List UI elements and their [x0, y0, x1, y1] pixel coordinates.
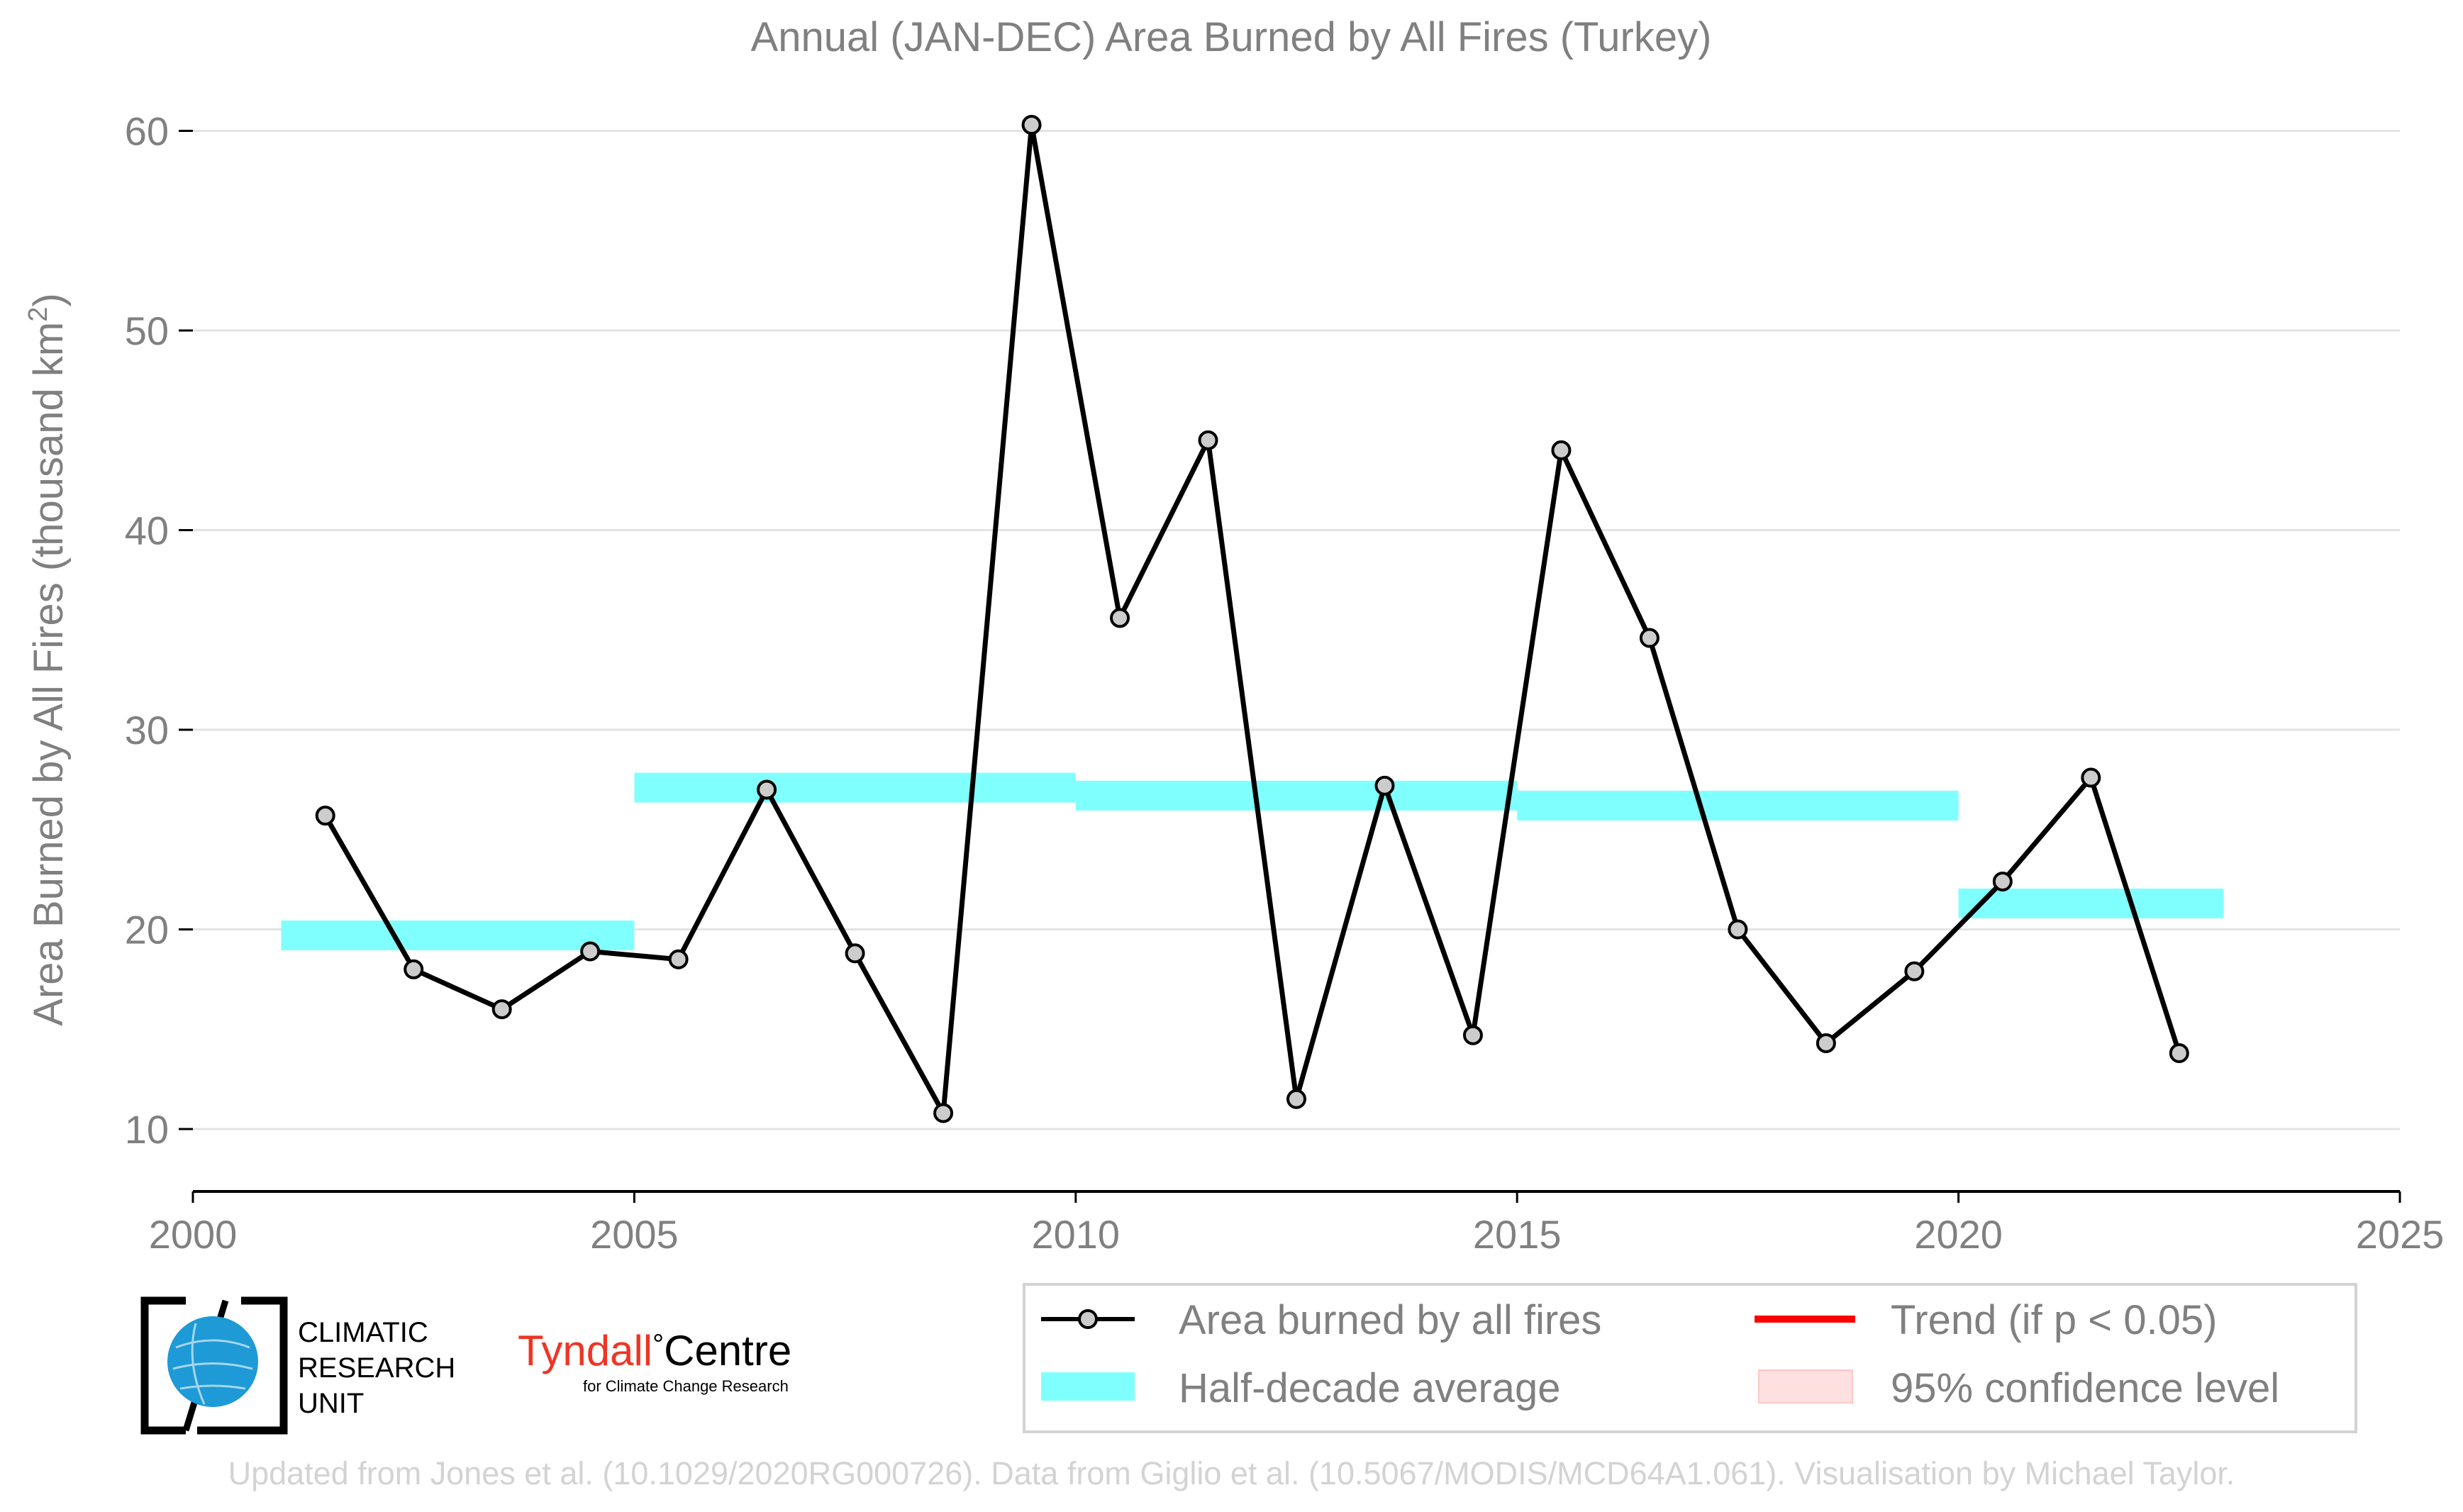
half-decade-band-1 [634, 772, 1076, 803]
legend-label-trend: Trend (if p < 0.05) [1891, 1297, 2217, 1343]
y-tick-label-20: 20 [125, 908, 169, 952]
tyndall-logo-wordmark: Tyndall°Centre [518, 1327, 791, 1374]
data-point-2007.5 [845, 943, 865, 964]
data-point-2020.5 [1992, 871, 2013, 891]
series-area-burned [315, 115, 2189, 1123]
x-tick-label-2010: 2010 [1032, 1212, 1121, 1257]
cru-logo-line-2: RESEARCH [298, 1352, 455, 1384]
y-axis-label-superscript: 2 [23, 307, 53, 322]
x-tick-label-2015: 2015 [1473, 1212, 1562, 1257]
data-point-2017.5 [1728, 919, 1748, 940]
legend-band-swatch [1041, 1372, 1135, 1401]
data-point-2003.5 [491, 999, 512, 1020]
x-tick-label-2025: 2025 [2356, 1212, 2445, 1257]
y-tick-label-50: 50 [125, 308, 169, 353]
x-tick-label-2005: 2005 [590, 1212, 679, 1257]
half-decade-band-4 [1958, 888, 2224, 918]
data-point-2006.5 [757, 779, 777, 800]
cru-logo-bracket-right [197, 1296, 288, 1435]
data-point-2022.5 [2169, 1043, 2189, 1064]
footer-credit: Updated from Jones et al. (10.1029/2020R… [228, 1455, 2235, 1491]
data-point-2018.5 [1816, 1033, 1836, 1053]
y-axis-label-main: Area Burned by All Fires (thousand km [26, 322, 72, 1026]
legend-label-confidence: 95% confidence level [1891, 1365, 2279, 1411]
half-decade-bands [281, 772, 2224, 950]
y-tick-label-40: 40 [125, 508, 169, 553]
data-point-2016.5 [1639, 628, 1659, 648]
half-decade-band-0 [281, 920, 635, 950]
tyndall-logo-centre: Centre [664, 1327, 791, 1374]
data-point-2005.5 [668, 949, 689, 969]
data-point-2001.5 [315, 806, 335, 826]
half-decade-band-2 [1075, 780, 1518, 811]
data-point-2019.5 [1904, 961, 1925, 982]
cru-logo: CLIMATIC RESEARCH UNIT [140, 1296, 455, 1435]
cru-logo-line-1: CLIMATIC [298, 1317, 428, 1348]
data-point-2014.5 [1462, 1025, 1483, 1045]
legend-label-area-burned: Area burned by all fires [1179, 1297, 1601, 1343]
data-point-2015.5 [1551, 440, 1572, 460]
legend-confidence-swatch [1758, 1369, 1853, 1403]
data-point-2008.5 [933, 1103, 954, 1123]
series-line-area-burned [323, 122, 2182, 1116]
legend-marker-swatch [1078, 1309, 1098, 1329]
cru-logo-bracket-left [140, 1296, 186, 1435]
cru-logo-line-3: UNIT [298, 1388, 364, 1419]
x-tick-label-2020: 2020 [1914, 1212, 2003, 1257]
data-point-2009.5 [1021, 115, 1042, 135]
cru-globe-lines-icon [172, 1323, 253, 1405]
data-point-2002.5 [404, 959, 424, 979]
y-axis-label-close: ) [26, 293, 72, 306]
y-axis-label: Area Burned by All Fires (thousand km2) [23, 293, 72, 1025]
data-point-2011.5 [1198, 430, 1218, 450]
half-decade-band-3 [1517, 790, 1959, 821]
data-point-2021.5 [2081, 767, 2101, 788]
tyndall-logo-subtitle: for Climate Change Research [583, 1377, 789, 1395]
y-tick-label-60: 60 [125, 109, 169, 154]
y-tick-label-30: 30 [125, 708, 169, 752]
tyndall-logo-name: Tyndall [518, 1327, 652, 1374]
legend-item-half-decade: Half-decade average [1041, 1365, 1560, 1411]
legend: Area burned by all fires Trend (if p < 0… [1023, 1283, 2357, 1433]
legend-item-area-burned: Area burned by all fires [1041, 1297, 1601, 1343]
x-tick-label-2000: 2000 [149, 1212, 238, 1257]
legend-item-trend: Trend (if p < 0.05) [1755, 1297, 2217, 1343]
chart-title: Annual (JAN-DEC) Area Burned by All Fire… [751, 14, 1712, 60]
axes: 2000 2005 2010 2015 2020 2025 [149, 1190, 2445, 1257]
legend-frame [1023, 1283, 2357, 1433]
data-point-2010.5 [1110, 608, 1130, 628]
y-tick-label-10: 10 [125, 1107, 169, 1152]
legend-item-confidence: 95% confidence level [1758, 1365, 2279, 1411]
tyndall-logo: Tyndall°Centre for Climate Change Resear… [518, 1327, 791, 1395]
legend-label-half-decade: Half-decade average [1179, 1365, 1560, 1411]
tyndall-logo-degree: ° [652, 1329, 664, 1360]
data-point-2012.5 [1286, 1089, 1306, 1109]
cru-globe-icon [167, 1316, 258, 1407]
data-point-2004.5 [580, 941, 601, 962]
data-point-2013.5 [1374, 775, 1395, 796]
